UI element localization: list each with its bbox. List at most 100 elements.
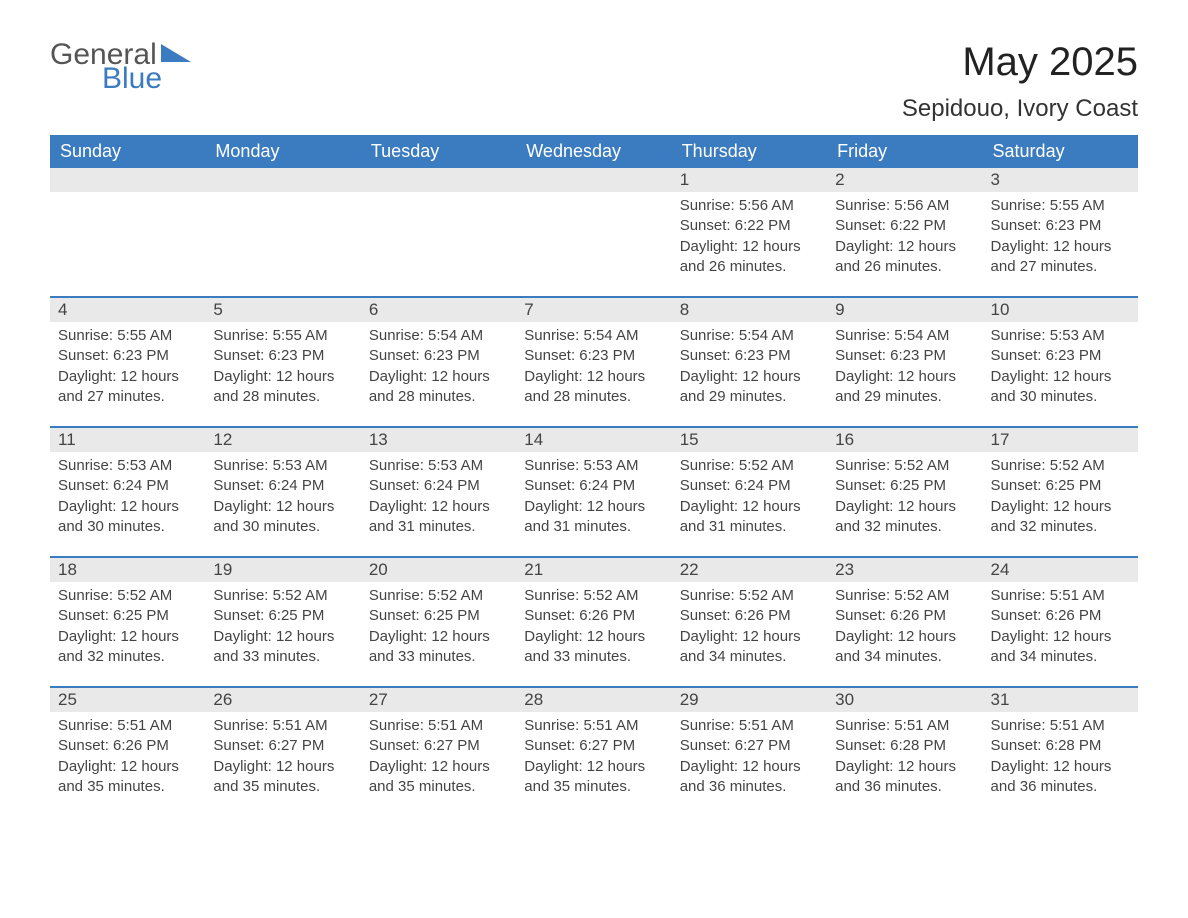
calendar-day: 10Sunrise: 5:53 AMSunset: 6:23 PMDayligh… — [983, 298, 1138, 426]
calendar-day-number: 3 — [983, 168, 1138, 192]
calendar-day: 6Sunrise: 5:54 AMSunset: 6:23 PMDaylight… — [361, 298, 516, 426]
daylight-line: Daylight: 12 hours and 36 minutes. — [991, 757, 1130, 798]
calendar-day: 2 Sunrise: 5:56 AMSunset: 6:22 PMDaylight… — [827, 168, 982, 296]
calendar-header-cell: Sunday — [50, 135, 205, 168]
sunrise-line: Sunrise: 5:52 AM — [835, 586, 974, 606]
calendar-day: 11Sunrise: 5:53 AMSunset: 6:24 PMDayligh… — [50, 428, 205, 556]
calendar-day: 4Sunrise: 5:55 AMSunset: 6:23 PMDaylight… — [50, 298, 205, 426]
daylight-line: Daylight: 12 hours and 34 minutes. — [991, 627, 1130, 668]
calendar-day-number — [361, 168, 516, 192]
sunset-line: Sunset: 6:24 PM — [524, 476, 663, 496]
calendar-day-number: 27 — [361, 688, 516, 712]
calendar-day: 23Sunrise: 5:52 AMSunset: 6:26 PMDayligh… — [827, 558, 982, 686]
calendar-day-body: Sunrise: 5:56 AMSunset: 6:22 PMDaylight:… — [672, 192, 827, 287]
calendar-day-number — [50, 168, 205, 192]
calendar-day-body: Sunrise: 5:54 AMSunset: 6:23 PMDaylight:… — [361, 322, 516, 417]
calendar-day-number: 25 — [50, 688, 205, 712]
sunset-line: Sunset: 6:23 PM — [991, 346, 1130, 366]
sunset-line: Sunset: 6:26 PM — [58, 736, 197, 756]
calendar-day-number: 19 — [205, 558, 360, 582]
calendar-day-number: 4 — [50, 298, 205, 322]
sunrise-line: Sunrise: 5:53 AM — [58, 456, 197, 476]
sunrise-line: Sunrise: 5:51 AM — [991, 716, 1130, 736]
sunrise-line: Sunrise: 5:56 AM — [835, 196, 974, 216]
calendar-day-body: Sunrise: 5:52 AMSunset: 6:26 PMDaylight:… — [672, 582, 827, 677]
calendar-day-number: 13 — [361, 428, 516, 452]
sunset-line: Sunset: 6:22 PM — [680, 216, 819, 236]
calendar-day-number: 31 — [983, 688, 1138, 712]
daylight-line: Daylight: 12 hours and 28 minutes. — [369, 367, 508, 408]
logo-text: General Blue — [50, 40, 191, 94]
calendar-day-body: Sunrise: 5:51 AMSunset: 6:28 PMDaylight:… — [827, 712, 982, 807]
calendar-header-cell: Saturday — [983, 135, 1138, 168]
sunset-line: Sunset: 6:22 PM — [835, 216, 974, 236]
sunset-line: Sunset: 6:24 PM — [680, 476, 819, 496]
calendar-day: 8Sunrise: 5:54 AMSunset: 6:23 PMDaylight… — [672, 298, 827, 426]
calendar-day-body: Sunrise: 5:52 AMSunset: 6:26 PMDaylight:… — [827, 582, 982, 677]
daylight-line: Daylight: 12 hours and 36 minutes. — [680, 757, 819, 798]
header-block: General Blue May 2025 Sepidouo, Ivory Co… — [50, 40, 1138, 123]
calendar-day-number: 21 — [516, 558, 671, 582]
calendar-day-number: 16 — [827, 428, 982, 452]
calendar-day-body: Sunrise: 5:51 AMSunset: 6:27 PMDaylight:… — [205, 712, 360, 807]
calendar-header-cell: Tuesday — [361, 135, 516, 168]
calendar-day-body: Sunrise: 5:53 AMSunset: 6:24 PMDaylight:… — [516, 452, 671, 547]
calendar-day-body: Sunrise: 5:52 AMSunset: 6:25 PMDaylight:… — [827, 452, 982, 547]
calendar-day-number: 30 — [827, 688, 982, 712]
calendar-day-number: 23 — [827, 558, 982, 582]
calendar-day: 17Sunrise: 5:52 AMSunset: 6:25 PMDayligh… — [983, 428, 1138, 556]
calendar-day: 26Sunrise: 5:51 AMSunset: 6:27 PMDayligh… — [205, 688, 360, 816]
sunrise-line: Sunrise: 5:51 AM — [524, 716, 663, 736]
sunrise-line: Sunrise: 5:54 AM — [369, 326, 508, 346]
sunrise-line: Sunrise: 5:53 AM — [213, 456, 352, 476]
daylight-line: Daylight: 12 hours and 33 minutes. — [524, 627, 663, 668]
sunset-line: Sunset: 6:23 PM — [58, 346, 197, 366]
sunset-line: Sunset: 6:23 PM — [835, 346, 974, 366]
calendar-day-body: Sunrise: 5:53 AMSunset: 6:23 PMDaylight:… — [983, 322, 1138, 417]
calendar-day-number: 8 — [672, 298, 827, 322]
daylight-line: Daylight: 12 hours and 26 minutes. — [835, 237, 974, 278]
calendar-day: 7Sunrise: 5:54 AMSunset: 6:23 PMDaylight… — [516, 298, 671, 426]
sunset-line: Sunset: 6:23 PM — [524, 346, 663, 366]
sunset-line: Sunset: 6:24 PM — [213, 476, 352, 496]
sunset-line: Sunset: 6:27 PM — [680, 736, 819, 756]
sunrise-line: Sunrise: 5:52 AM — [680, 456, 819, 476]
calendar-day: 27Sunrise: 5:51 AMSunset: 6:27 PMDayligh… — [361, 688, 516, 816]
sunset-line: Sunset: 6:28 PM — [991, 736, 1130, 756]
sunset-line: Sunset: 6:23 PM — [991, 216, 1130, 236]
logo-triangle-icon — [161, 40, 191, 67]
calendar-day-body: Sunrise: 5:55 AMSunset: 6:23 PMDaylight:… — [983, 192, 1138, 287]
calendar-day: 3Sunrise: 5:55 AMSunset: 6:23 PMDaylight… — [983, 168, 1138, 296]
sunrise-line: Sunrise: 5:52 AM — [835, 456, 974, 476]
calendar-day-number: 2 — [827, 168, 982, 192]
calendar-day-body: Sunrise: 5:51 AMSunset: 6:27 PMDaylight:… — [672, 712, 827, 807]
calendar: SundayMondayTuesdayWednesdayThursdayFrid… — [50, 135, 1138, 816]
calendar-day-number: 12 — [205, 428, 360, 452]
calendar-week: 4Sunrise: 5:55 AMSunset: 6:23 PMDaylight… — [50, 296, 1138, 426]
calendar-day-body: Sunrise: 5:52 AMSunset: 6:24 PMDaylight:… — [672, 452, 827, 547]
sunset-line: Sunset: 6:27 PM — [213, 736, 352, 756]
calendar-day-body: Sunrise: 5:52 AMSunset: 6:25 PMDaylight:… — [983, 452, 1138, 547]
daylight-line: Daylight: 12 hours and 30 minutes. — [991, 367, 1130, 408]
calendar-day: 16Sunrise: 5:52 AMSunset: 6:25 PMDayligh… — [827, 428, 982, 556]
daylight-line: Daylight: 12 hours and 29 minutes. — [680, 367, 819, 408]
calendar-day-number: 6 — [361, 298, 516, 322]
calendar-day: 13Sunrise: 5:53 AMSunset: 6:24 PMDayligh… — [361, 428, 516, 556]
sunrise-line: Sunrise: 5:52 AM — [524, 586, 663, 606]
daylight-line: Daylight: 12 hours and 31 minutes. — [680, 497, 819, 538]
calendar-day: 1Sunrise: 5:56 AMSunset: 6:22 PMDaylight… — [672, 168, 827, 296]
calendar-day-number — [205, 168, 360, 192]
daylight-line: Daylight: 12 hours and 26 minutes. — [680, 237, 819, 278]
calendar-day-number: 5 — [205, 298, 360, 322]
calendar-day-body: Sunrise: 5:52 AMSunset: 6:25 PMDaylight:… — [361, 582, 516, 677]
calendar-day: 30Sunrise: 5:51 AMSunset: 6:28 PMDayligh… — [827, 688, 982, 816]
calendar-day-body: Sunrise: 5:52 AMSunset: 6:25 PMDaylight:… — [205, 582, 360, 677]
calendar-day-body: Sunrise: 5:54 AMSunset: 6:23 PMDaylight:… — [516, 322, 671, 417]
calendar-day-number: 15 — [672, 428, 827, 452]
calendar-day: 5Sunrise: 5:55 AMSunset: 6:23 PMDaylight… — [205, 298, 360, 426]
daylight-line: Daylight: 12 hours and 27 minutes. — [991, 237, 1130, 278]
calendar-day-body: Sunrise: 5:54 AMSunset: 6:23 PMDaylight:… — [827, 322, 982, 417]
calendar-day-number: 10 — [983, 298, 1138, 322]
sunrise-line: Sunrise: 5:52 AM — [213, 586, 352, 606]
daylight-line: Daylight: 12 hours and 35 minutes. — [524, 757, 663, 798]
